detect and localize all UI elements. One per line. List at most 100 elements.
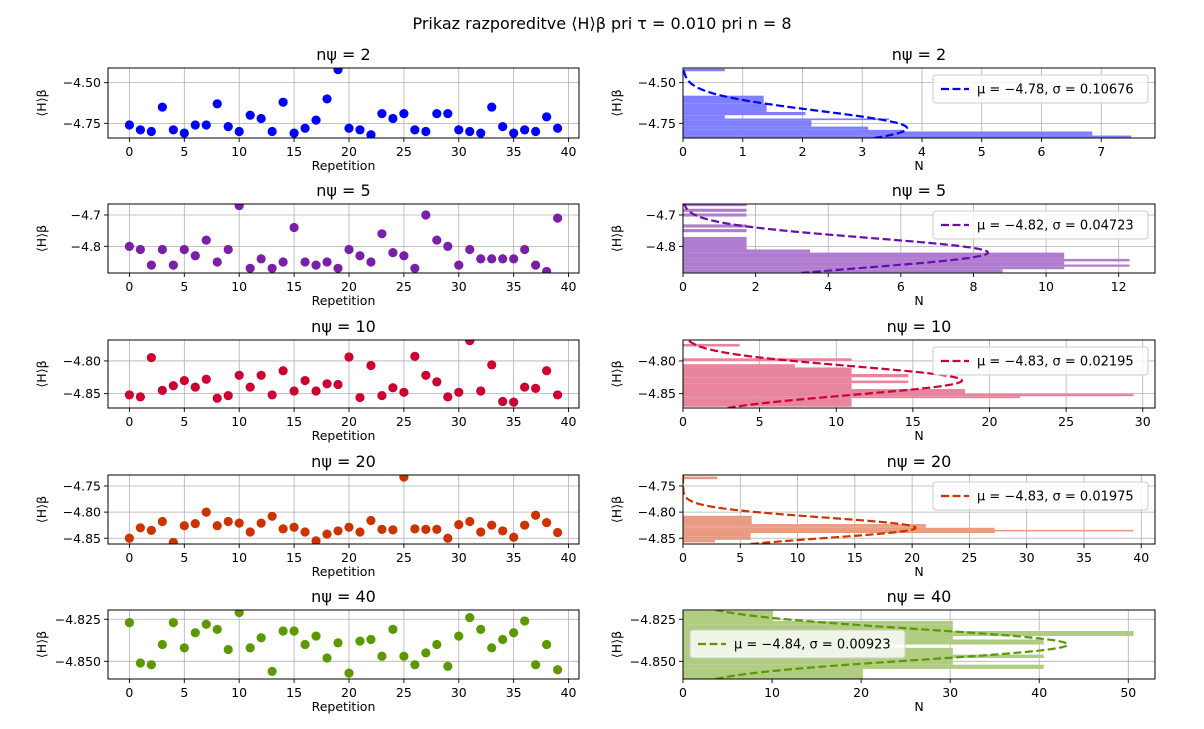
data-point: [333, 379, 343, 390]
y-tick-label: −4.75: [63, 116, 101, 131]
y-axis-label: ⟨H⟩β: [34, 360, 49, 387]
x-tick-label: 0: [125, 144, 133, 159]
y-axis-label: ⟨H⟩β: [609, 89, 624, 116]
histogram-bar: [683, 129, 905, 132]
data-point: [443, 661, 453, 671]
legend-label: μ = −4.83, σ = 0.01975: [977, 490, 1134, 505]
axes-frame: [107, 203, 580, 274]
x-tick-label: 25: [961, 550, 977, 565]
data-point: [146, 126, 156, 137]
data-point: [443, 533, 453, 543]
data-point: [157, 639, 167, 650]
x-tick-label: 20: [341, 414, 357, 429]
y-tick-label: −4.8: [71, 239, 101, 254]
data-point: [190, 251, 200, 261]
axes-frame: [682, 339, 1156, 409]
data-point: [124, 241, 135, 251]
data-point: [465, 126, 475, 137]
x-tick-label: 15: [286, 414, 302, 429]
data-point: [454, 125, 464, 135]
histogram-panel-2: 0 2 4 6 8 10 12 −4.8 −4.7 N ⟨H⟩β nψ = 5 μ = −4.82, σ…: [609, 181, 1156, 308]
data-point: [234, 610, 244, 618]
x-axis-label: Repetition: [312, 293, 376, 308]
y-tick-label: −4.75: [63, 478, 101, 493]
data-point: [201, 374, 211, 384]
x-tick-label: 40: [561, 685, 577, 700]
x-tick-label: 25: [396, 550, 412, 565]
histogram-bar: [683, 631, 1134, 637]
x-tick-label: 15: [847, 550, 863, 565]
data-point: [465, 244, 475, 255]
histogram-bar: [683, 229, 747, 233]
data-point: [399, 251, 409, 261]
data-point: [498, 634, 508, 645]
y-axis-label: ⟨H⟩β: [609, 631, 624, 658]
x-tick-label: 35: [506, 414, 522, 429]
x-tick-label: 10: [231, 414, 247, 429]
histogram-bar: [683, 531, 995, 534]
data-point: [531, 126, 541, 137]
x-tick-label: 35: [506, 144, 522, 159]
x-tick-label: 0: [125, 550, 133, 565]
panel-title: nψ = 5: [892, 181, 946, 200]
data-point: [135, 244, 145, 255]
data-point: [146, 353, 156, 363]
data-point: [552, 665, 563, 675]
data-point: [278, 524, 288, 534]
data-point: [267, 126, 277, 137]
data-point: [135, 523, 145, 533]
axes-frame: [107, 474, 580, 545]
x-tick-label: 5: [180, 144, 188, 159]
data-point: [245, 527, 255, 537]
data-point: [454, 260, 464, 270]
data-point: [201, 507, 211, 517]
data-point: [465, 516, 475, 527]
axes-frame: [107, 609, 580, 680]
y-axis-label: ⟨H⟩β: [609, 225, 624, 252]
data-point: [201, 235, 211, 245]
data-point: [421, 370, 431, 380]
panel-title: nψ = 20: [887, 452, 952, 471]
y-tick-label: −4.850: [630, 654, 676, 669]
data-point: [399, 108, 409, 119]
x-tick-label: 35: [506, 279, 522, 294]
y-tick-label: −4.7: [71, 207, 101, 222]
x-tick-label: 15: [286, 550, 302, 565]
histogram-bar: [683, 524, 926, 527]
data-point: [487, 102, 497, 112]
histogram-bar: [683, 521, 752, 525]
legend: μ = −4.78, σ = 0.10676: [932, 74, 1149, 104]
fit-curve: [683, 204, 990, 273]
histogram-bar: [683, 95, 764, 104]
data-point: [190, 628, 200, 638]
data-point: [311, 631, 321, 641]
y-tick-label: −4.85: [63, 386, 101, 401]
panel-title: nψ = 2: [316, 45, 370, 64]
data-point: [135, 392, 145, 402]
data-point: [498, 526, 508, 536]
histogram-bar: [683, 264, 1130, 267]
x-tick-label: 35: [1076, 550, 1092, 565]
histogram-bar: [683, 126, 869, 130]
data-point: [322, 653, 332, 663]
data-point: [190, 120, 200, 130]
x-tick-label: 7: [1097, 144, 1105, 159]
x-tick-label: 12: [1111, 279, 1127, 294]
data-point: [399, 651, 409, 661]
fit-curve: [683, 68, 909, 138]
y-tick-label: −4.80: [638, 353, 676, 368]
data-point: [223, 122, 233, 132]
scatter-panel-2: 0 5 10 15 20 25 30 35 40 −4.8 −4.7 Repetition ⟨H⟩β nψ…: [34, 181, 580, 308]
x-axis-label: Repetition: [312, 428, 376, 443]
data-point: [245, 643, 255, 653]
data-point: [520, 520, 530, 530]
x-tick-label: 20: [341, 550, 357, 565]
histogram-bar: [683, 664, 1044, 669]
data-point: [531, 383, 541, 393]
data-point: [377, 524, 387, 534]
data-point: [190, 519, 200, 529]
histogram-bar: [683, 208, 747, 212]
y-tick-label: −4.85: [638, 386, 676, 401]
data-point: [256, 254, 266, 264]
data-point: [410, 524, 420, 534]
